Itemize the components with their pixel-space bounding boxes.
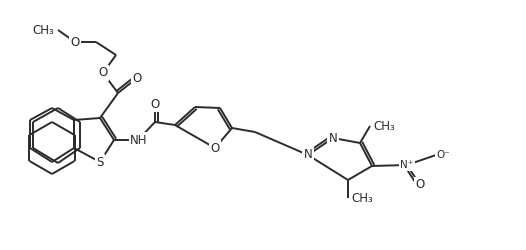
Text: N: N: [329, 132, 337, 144]
Text: O: O: [150, 98, 159, 110]
Text: CH₃: CH₃: [351, 192, 373, 204]
Text: N: N: [304, 148, 312, 162]
Text: O: O: [416, 178, 424, 192]
Text: CH₃: CH₃: [373, 120, 394, 132]
Text: S: S: [96, 156, 104, 168]
Text: O: O: [210, 142, 220, 154]
Text: CH₃: CH₃: [32, 24, 54, 36]
Text: NH: NH: [130, 134, 147, 146]
Text: O: O: [70, 36, 79, 49]
Text: O: O: [133, 72, 141, 85]
Text: N⁺: N⁺: [400, 160, 413, 170]
Text: O⁻: O⁻: [436, 150, 450, 160]
Text: O: O: [98, 66, 108, 80]
